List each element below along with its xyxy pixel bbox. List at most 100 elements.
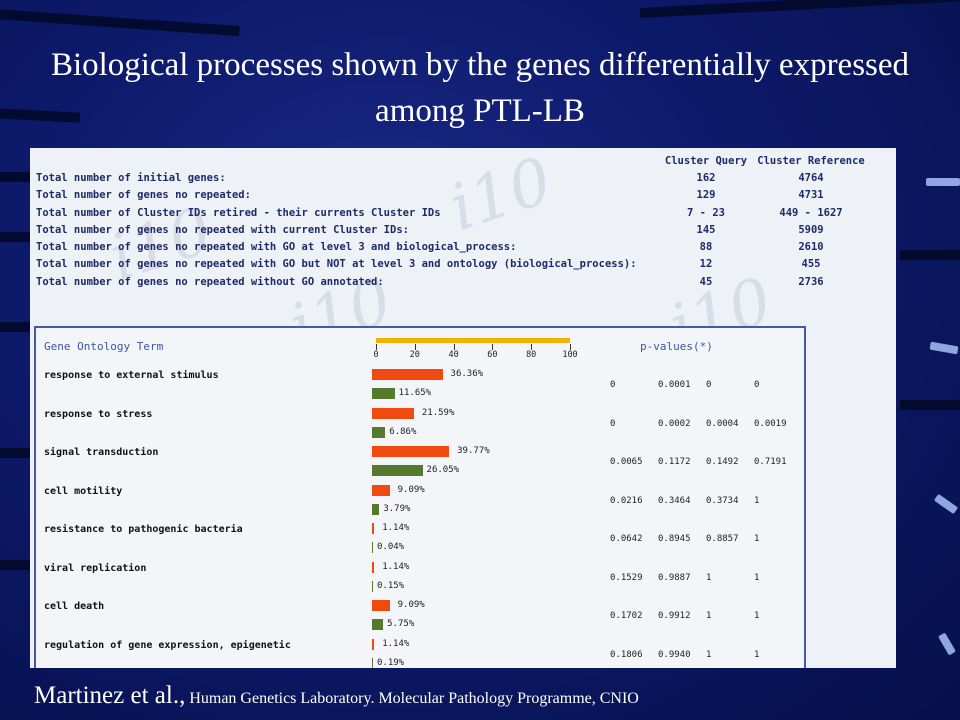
query-percent-label: 1.14%: [382, 561, 410, 572]
summary-query-value: 7 - 23: [687, 206, 725, 219]
p-value: 0.3734: [706, 495, 739, 506]
background-streak: [639, 0, 960, 18]
query-percent-label: 21.59%: [421, 407, 455, 418]
p-value: 0.0002: [658, 418, 691, 429]
p-value: 0.1492: [706, 457, 739, 467]
p-value: 0.0019: [754, 418, 787, 429]
percentage-scale: 0 20 40 60 80 100: [373, 338, 578, 364]
query-bar: [372, 484, 390, 496]
scale-tick: [376, 344, 377, 350]
query-bar: [372, 446, 450, 457]
summary-query-value: 88: [699, 241, 713, 254]
go-term-label: cell death: [44, 601, 105, 612]
background-accent: [938, 632, 956, 656]
scale-tick-label: 40: [448, 350, 459, 360]
p-value: 1: [706, 611, 712, 621]
p-value: 0: [610, 380, 616, 390]
go-term-label: cell motility: [44, 485, 123, 497]
reference-percent-label: 11.65%: [398, 388, 432, 398]
summary-header-row: Cluster Query Cluster Reference: [36, 152, 894, 169]
query-percent-label: 39.77%: [457, 446, 490, 456]
summary-query-value: 45: [699, 275, 713, 288]
scale-tick-label: 0: [373, 350, 379, 360]
query-bar: [372, 561, 375, 573]
scale-tick: [531, 344, 533, 350]
summary-row: Total number of Cluster IDs retired - th…: [36, 204, 894, 221]
p-value: 1: [754, 649, 760, 660]
p-value: 0.0065: [610, 457, 643, 467]
p-value: 1: [754, 572, 760, 583]
summary-reference-value: 2736: [798, 275, 824, 288]
query-bar: [372, 600, 390, 611]
p-value: 0: [610, 418, 616, 429]
background-streak: [900, 250, 960, 260]
summary-row: Total number of initial genes: 162 4764: [36, 169, 894, 186]
summary-reference-value: 449 - 1627: [779, 206, 843, 219]
reference-bar: [372, 503, 380, 515]
p-value: 1: [754, 495, 760, 506]
query-bar: [372, 369, 443, 380]
reference-percent-label: 26.05%: [426, 465, 460, 475]
scale-tick: [570, 344, 571, 350]
summary-reference-value: 455: [801, 258, 821, 271]
footer-citation: Martinez et al., Human Genetics Laborato…: [34, 682, 639, 710]
p-value: 0.1529: [610, 572, 643, 583]
summary-table: Cluster Query Cluster Reference Total nu…: [36, 152, 894, 290]
summary-label: Total number of genes no repeated with c…: [36, 223, 409, 236]
query-percent-label: 1.14%: [382, 523, 410, 533]
summary-row: Total number of genes no repeated: 129 473…: [36, 187, 894, 204]
summary-label: Total number of initial genes:: [36, 171, 226, 184]
scale-tick-label: 80: [526, 350, 537, 360]
p-value: 0: [706, 380, 712, 390]
background-streak: [0, 232, 30, 242]
go-term-label: response to stress: [44, 408, 153, 420]
scale-tick: [453, 344, 455, 350]
background-accent: [933, 493, 959, 515]
reference-bar: [372, 657, 373, 668]
p-value: 0.9940: [658, 649, 691, 660]
summary-label: Total number of genes no repeated withou…: [36, 275, 384, 288]
slide-title: Biological processes shown by the genes …: [50, 47, 910, 129]
p-value: 0.0642: [610, 534, 643, 544]
go-term-label: resistance to pathogenic bacteria: [44, 524, 243, 535]
p-value: 0.9887: [658, 572, 691, 583]
summary-query-value: 12: [699, 258, 713, 271]
query-percent-label: 9.09%: [397, 484, 425, 495]
background-streak: [0, 172, 30, 182]
summary-label: Total number of genes no repeated with G…: [36, 258, 637, 271]
reference-bar: [372, 542, 373, 553]
scale-tick-label: 60: [487, 350, 498, 360]
p-value: 0.8945: [658, 534, 691, 544]
summary-label: Total number of genes no repeated:: [36, 189, 251, 202]
background-accent: [926, 178, 960, 186]
query-bar: [372, 407, 414, 419]
go-term-label: response to external stimulus: [44, 370, 219, 381]
reference-bar: [372, 619, 384, 630]
footer-authors: Martinez et al.,: [34, 682, 186, 709]
scale-tick: [414, 344, 416, 350]
reference-bar: [372, 465, 423, 476]
reference-percent-label: 0.15%: [377, 580, 405, 591]
summary-label: Total number of genes no repeated with G…: [36, 241, 517, 254]
summary-row: Total number of genes no repeated with c…: [36, 221, 894, 238]
query-bar: [372, 523, 375, 534]
p-value: 0: [754, 380, 760, 390]
background-streak: [900, 400, 960, 410]
reference-bar: [372, 388, 395, 399]
summary-query-value: 145: [696, 223, 716, 236]
p-value: 0.7191: [754, 457, 787, 467]
summary-reference-value: 4731: [798, 189, 824, 202]
results-panel: i10 i10 i10 i10 Cluster Query Cluster Re…: [30, 148, 896, 668]
background-accent: [929, 341, 959, 355]
go-term-label: signal transduction: [44, 447, 159, 458]
go-term-label: viral replication: [44, 562, 147, 574]
reference-bar: [372, 580, 373, 592]
background-streak: [0, 560, 30, 570]
p-value: 1: [754, 611, 760, 621]
p-value: 0.1702: [610, 611, 643, 621]
p-value: 0.0004: [706, 418, 739, 429]
query-percent-label: 1.14%: [382, 638, 410, 649]
summary-query-value: 162: [696, 171, 716, 184]
p-value: 1: [706, 572, 712, 583]
p-values-header: p-values(*): [640, 340, 713, 353]
